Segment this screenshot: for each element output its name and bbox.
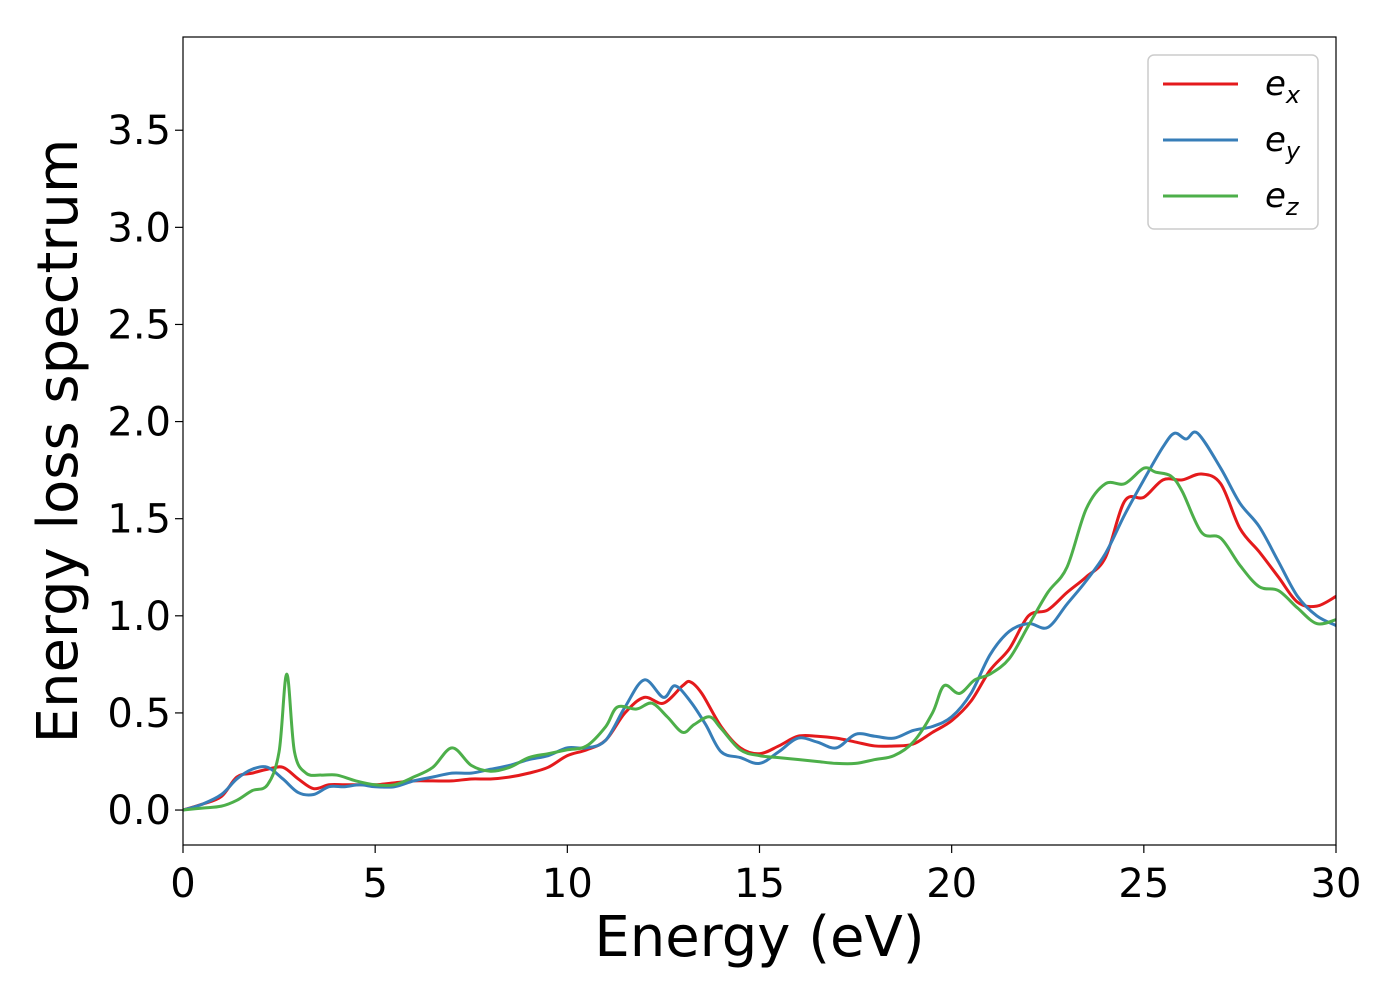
- series-line-z: [183, 466, 1336, 812]
- legend-box: [1147, 54, 1319, 230]
- y-axis-label: Energy loss spectrum: [26, 139, 91, 744]
- y-tick-label: 1.5: [107, 497, 171, 543]
- x-tick-label: 5: [362, 861, 387, 907]
- y-tick-label: 0.0: [107, 788, 171, 834]
- series-layer: [183, 430, 1336, 812]
- legend-label-x: ex: [1265, 64, 1301, 109]
- y-tick-label: 2.0: [107, 400, 171, 446]
- y-tick-label: 2.5: [107, 302, 171, 348]
- legend-label-main: e: [1265, 120, 1286, 160]
- x-tick-label: 30: [1311, 861, 1362, 907]
- legend-label-subscript: z: [1285, 193, 1300, 221]
- plot-background: [183, 37, 1336, 845]
- x-tick-label: 15: [734, 861, 785, 907]
- legend-label-y: ey: [1265, 120, 1301, 165]
- x-axis-label: Energy (eV): [594, 905, 924, 970]
- y-tick-label: 1.0: [107, 594, 171, 640]
- legend-label-main: e: [1265, 64, 1286, 104]
- x-tick-label: 20: [926, 861, 977, 907]
- x-tick-label: 0: [170, 861, 195, 907]
- legend-label-main: e: [1265, 176, 1286, 216]
- y-tick-label: 3.5: [107, 108, 171, 154]
- x-tick-label: 10: [542, 861, 593, 907]
- y-tick-label: 3.0: [107, 205, 171, 251]
- legend-label-subscript: y: [1285, 137, 1301, 165]
- y-tick-label: 0.5: [107, 691, 171, 737]
- x-tick-label: 25: [1118, 861, 1169, 907]
- x-axis: 0 5 10 15 20 25 30: [170, 845, 1361, 907]
- legend-label-z: ez: [1265, 176, 1300, 221]
- y-axis: 0.0 0.5 1.0 1.5 2.0 2.5 3.0 3.5: [107, 108, 183, 834]
- legend-label-subscript: x: [1285, 81, 1301, 109]
